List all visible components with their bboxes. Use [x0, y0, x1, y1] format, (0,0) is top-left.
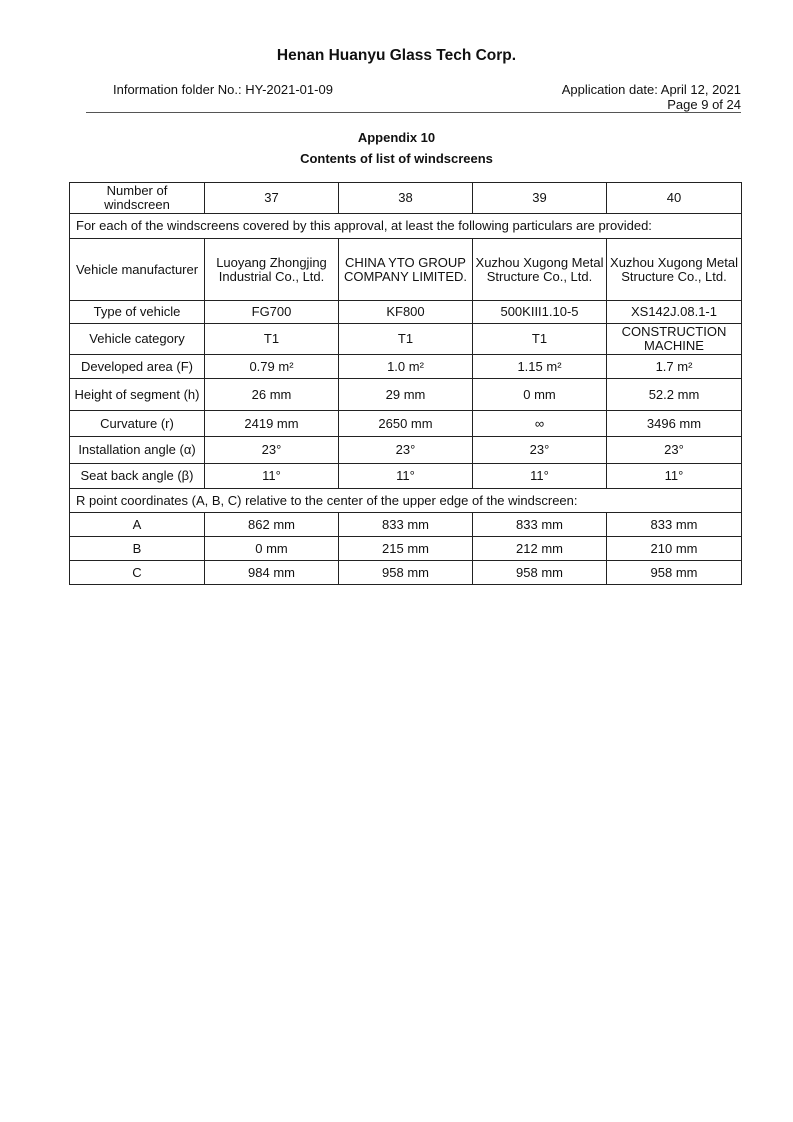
appendix-heading: Appendix 10 — [357, 130, 436, 145]
table-cell: 1.15 m² — [472, 354, 607, 379]
row-label: B — [69, 536, 205, 561]
table-cell: 23° — [472, 436, 607, 464]
table-cell: 0 mm — [472, 378, 607, 411]
table-cell: 23° — [606, 436, 742, 464]
table-cell: 958 mm — [338, 560, 473, 585]
intro-text: For each of the windscreens covered by t… — [69, 213, 742, 239]
r-point-intro: R point coordinates (A, B, C) relative t… — [69, 488, 742, 513]
row-label: Type of vehicle — [69, 300, 205, 324]
table-cell: 11° — [204, 463, 339, 489]
table-cell: T1 — [472, 323, 607, 355]
folder-number: Information folder No.: HY-2021-01-09 — [113, 82, 333, 97]
intro-row: For each of the windscreens covered by t… — [69, 213, 742, 239]
table-cell: T1 — [338, 323, 473, 355]
table-cell: 26 mm — [204, 378, 339, 411]
table-cell: 0.79 m² — [204, 354, 339, 379]
row-label: Curvature (r) — [69, 410, 205, 437]
page-number: Page 9 of 24 — [667, 97, 741, 112]
table-cell: T1 — [204, 323, 339, 355]
windscreen-number: 38 — [338, 182, 473, 214]
windscreen-number: 37 — [204, 182, 339, 214]
table-row: Vehicle category T1 T1 T1 CONSTRUCTION MACHI… — [69, 323, 742, 355]
windscreen-table: Number of windscreen 37 38 39 40 For each of … — [69, 182, 742, 585]
table-cell: 1.0 m² — [338, 354, 473, 379]
table-cell: Xuzhou Xugong Metal Structure Co., Ltd. — [472, 238, 607, 301]
table-row: Installation angle (α) 23° 23° 23° 23° — [69, 436, 742, 464]
table-cell: 23° — [204, 436, 339, 464]
header-divider — [86, 112, 741, 113]
table-row: A 862 mm 833 mm 833 mm 833 mm — [69, 512, 742, 537]
table-cell: 958 mm — [606, 560, 742, 585]
table-cell: Luoyang Zhongjing Industrial Co., Ltd. — [204, 238, 339, 301]
table-cell: 29 mm — [338, 378, 473, 411]
table-cell: 52.2 mm — [606, 378, 742, 411]
table-cell: 1.7 m² — [606, 354, 742, 379]
table-row: Type of vehicle FG700 KF800 500KIII1.10-5 XS… — [69, 300, 742, 324]
page-title: Contents of list of windscreens — [300, 151, 493, 166]
table-cell: Xuzhou Xugong Metal Structure Co., Ltd. — [606, 238, 742, 301]
row-label: C — [69, 560, 205, 585]
row-label: Vehicle manufacturer — [69, 238, 205, 301]
row-label: Height of segment (h) — [69, 378, 205, 411]
table-cell: 833 mm — [606, 512, 742, 537]
row-label: A — [69, 512, 205, 537]
table-row: C 984 mm 958 mm 958 mm 958 mm — [69, 560, 742, 585]
table-cell: 833 mm — [338, 512, 473, 537]
table-cell: CONSTRUCTION MACHINE — [606, 323, 742, 355]
row-label: Vehicle category — [69, 323, 205, 355]
table-cell: 2650 mm — [338, 410, 473, 437]
table-cell: KF800 — [338, 300, 473, 324]
table-cell: 212 mm — [472, 536, 607, 561]
table-cell: 23° — [338, 436, 473, 464]
table-row: Vehicle manufacturer Luoyang Zhongjing In… — [69, 238, 742, 301]
table-cell: FG700 — [204, 300, 339, 324]
table-header-row: Number of windscreen 37 38 39 40 — [69, 182, 742, 214]
row-label: Number of windscreen — [69, 182, 205, 214]
table-row: Height of segment (h) 26 mm 29 mm 0 mm 52.2 … — [69, 378, 742, 411]
row-label: Developed area (F) — [69, 354, 205, 379]
table-cell: 958 mm — [472, 560, 607, 585]
r-point-intro-row: R point coordinates (A, B, C) relative t… — [69, 488, 742, 513]
table-cell: 862 mm — [204, 512, 339, 537]
table-cell: 11° — [472, 463, 607, 489]
row-label: Seat back angle (β) — [69, 463, 205, 489]
table-cell: 11° — [338, 463, 473, 489]
table-cell: 215 mm — [338, 536, 473, 561]
windscreen-number: 40 — [606, 182, 742, 214]
table-cell: 833 mm — [472, 512, 607, 537]
table-cell: 2419 mm — [204, 410, 339, 437]
table-cell: 984 mm — [204, 560, 339, 585]
application-date: Application date: April 12, 2021 — [561, 82, 741, 97]
table-cell: ∞ — [472, 410, 607, 437]
table-row: Seat back angle (β) 11° 11° 11° 11° — [69, 463, 742, 489]
row-label: Installation angle (α) — [69, 436, 205, 464]
table-cell: 3496 mm — [606, 410, 742, 437]
table-cell: CHINA YTO GROUP COMPANY LIMITED. — [338, 238, 473, 301]
table-cell: 0 mm — [204, 536, 339, 561]
header-right: Application date: April 12, 2021 Page 9 … — [562, 82, 741, 112]
table-row: Developed area (F) 0.79 m² 1.0 m² 1.15 m² 1.… — [69, 354, 742, 379]
company-name: Henan Huanyu Glass Tech Corp. — [276, 47, 517, 64]
table-cell: XS142J.08.1-1 — [606, 300, 742, 324]
table-cell: 210 mm — [606, 536, 742, 561]
table-cell: 11° — [606, 463, 742, 489]
table-cell: 500KIII1.10-5 — [472, 300, 607, 324]
table-row: Curvature (r) 2419 mm 2650 mm ∞ 3496 mm — [69, 410, 742, 437]
windscreen-number: 39 — [472, 182, 607, 214]
